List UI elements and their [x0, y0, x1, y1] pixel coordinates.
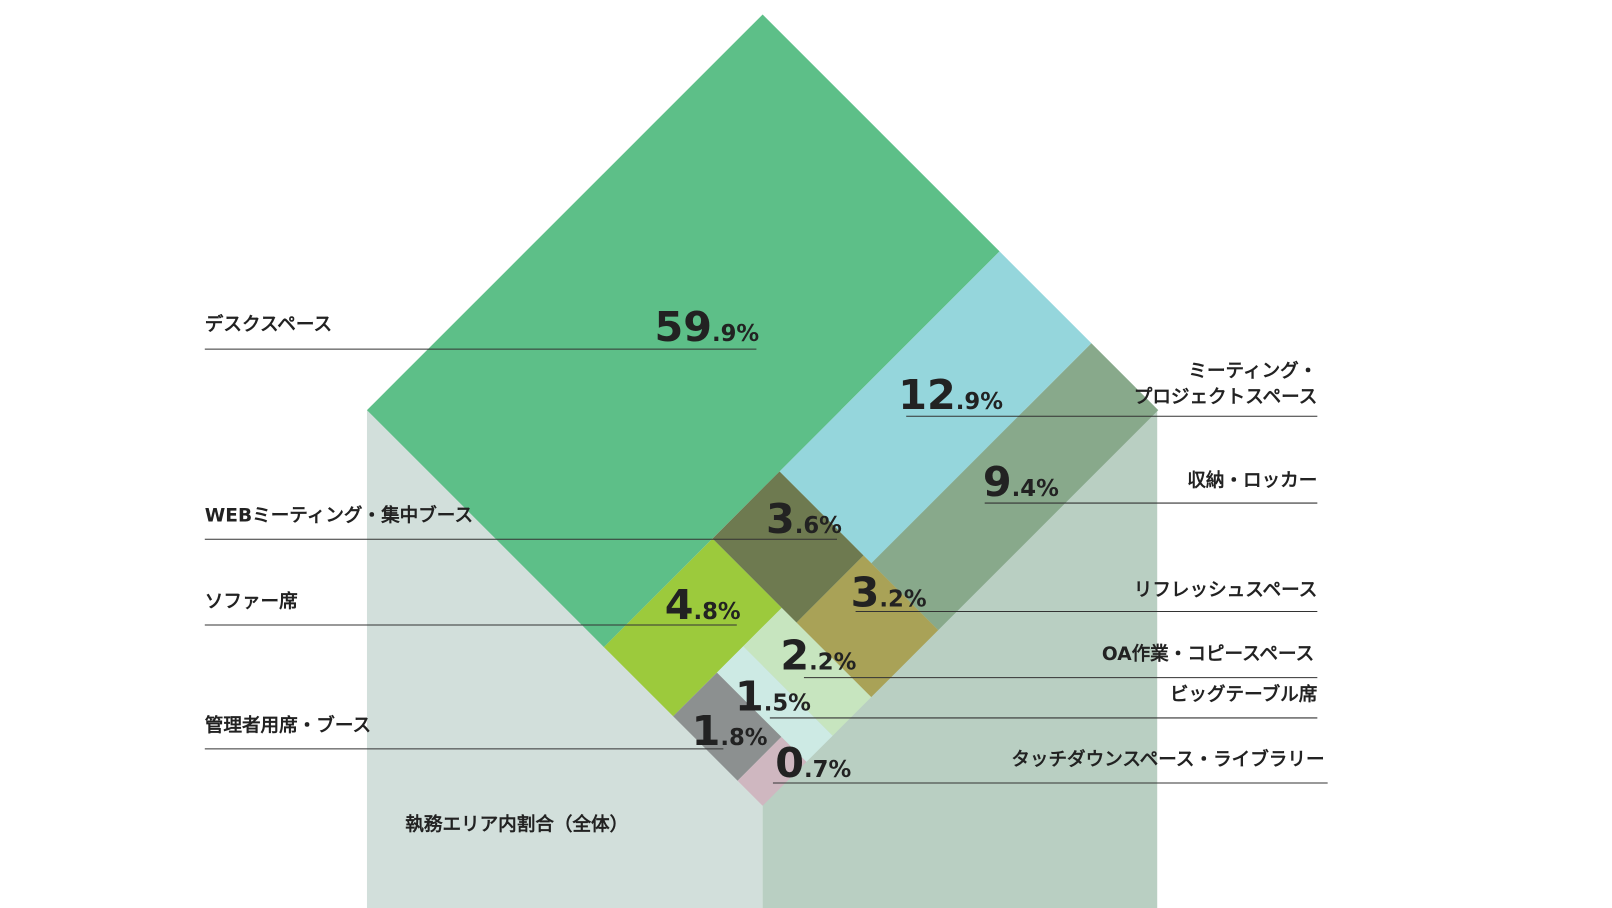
area-cell	[871, 343, 1159, 631]
value-label: 3.2%	[851, 568, 927, 616]
value-label: 1.8%	[692, 707, 768, 755]
value-label: 4.8%	[665, 581, 741, 629]
value-label: 59.9%	[654, 303, 759, 351]
category-label: ビッグテーブル席	[1170, 683, 1318, 705]
area-cell	[712, 471, 864, 623]
area-cell	[737, 736, 807, 806]
area-cell	[779, 251, 1092, 564]
value-label: 12.9%	[898, 371, 1003, 419]
category-label: ミーティング・プロジェクトスペース	[1134, 360, 1318, 408]
category-label: デスクスペース	[205, 314, 332, 336]
treemap	[366, 14, 1159, 806]
category-label: 収納・ロッカー	[1187, 470, 1317, 492]
area-cell	[366, 14, 1000, 648]
value-label: 1.5%	[735, 673, 811, 721]
chart-title: 執務エリア内割合（全体）	[405, 814, 628, 836]
area-cell	[603, 538, 782, 717]
category-label: OA作業・コピースペース	[1102, 643, 1314, 665]
value-label: 2.2%	[780, 631, 856, 679]
area-cell	[796, 555, 939, 698]
value-label: 0.7%	[775, 739, 851, 787]
labels: デスクスペース 59.9% ミーティング・プロジェクトスペース 12.9% 収納・ロッカ…	[205, 303, 1328, 787]
area-cell	[743, 607, 872, 736]
category-label: 管理者用席・ブース	[205, 714, 371, 736]
category-label: WEBミーティング・集中ブース	[205, 505, 473, 527]
area-cell	[673, 672, 782, 781]
value-label: 3.6%	[766, 495, 842, 543]
area-cell	[716, 646, 833, 762]
category-label: ソファー席	[205, 590, 298, 612]
category-label: タッチダウンスペース・ライブラリー	[1011, 748, 1324, 770]
category-label: リフレッシュスペース	[1134, 580, 1318, 601]
value-label: 9.4%	[983, 458, 1059, 506]
